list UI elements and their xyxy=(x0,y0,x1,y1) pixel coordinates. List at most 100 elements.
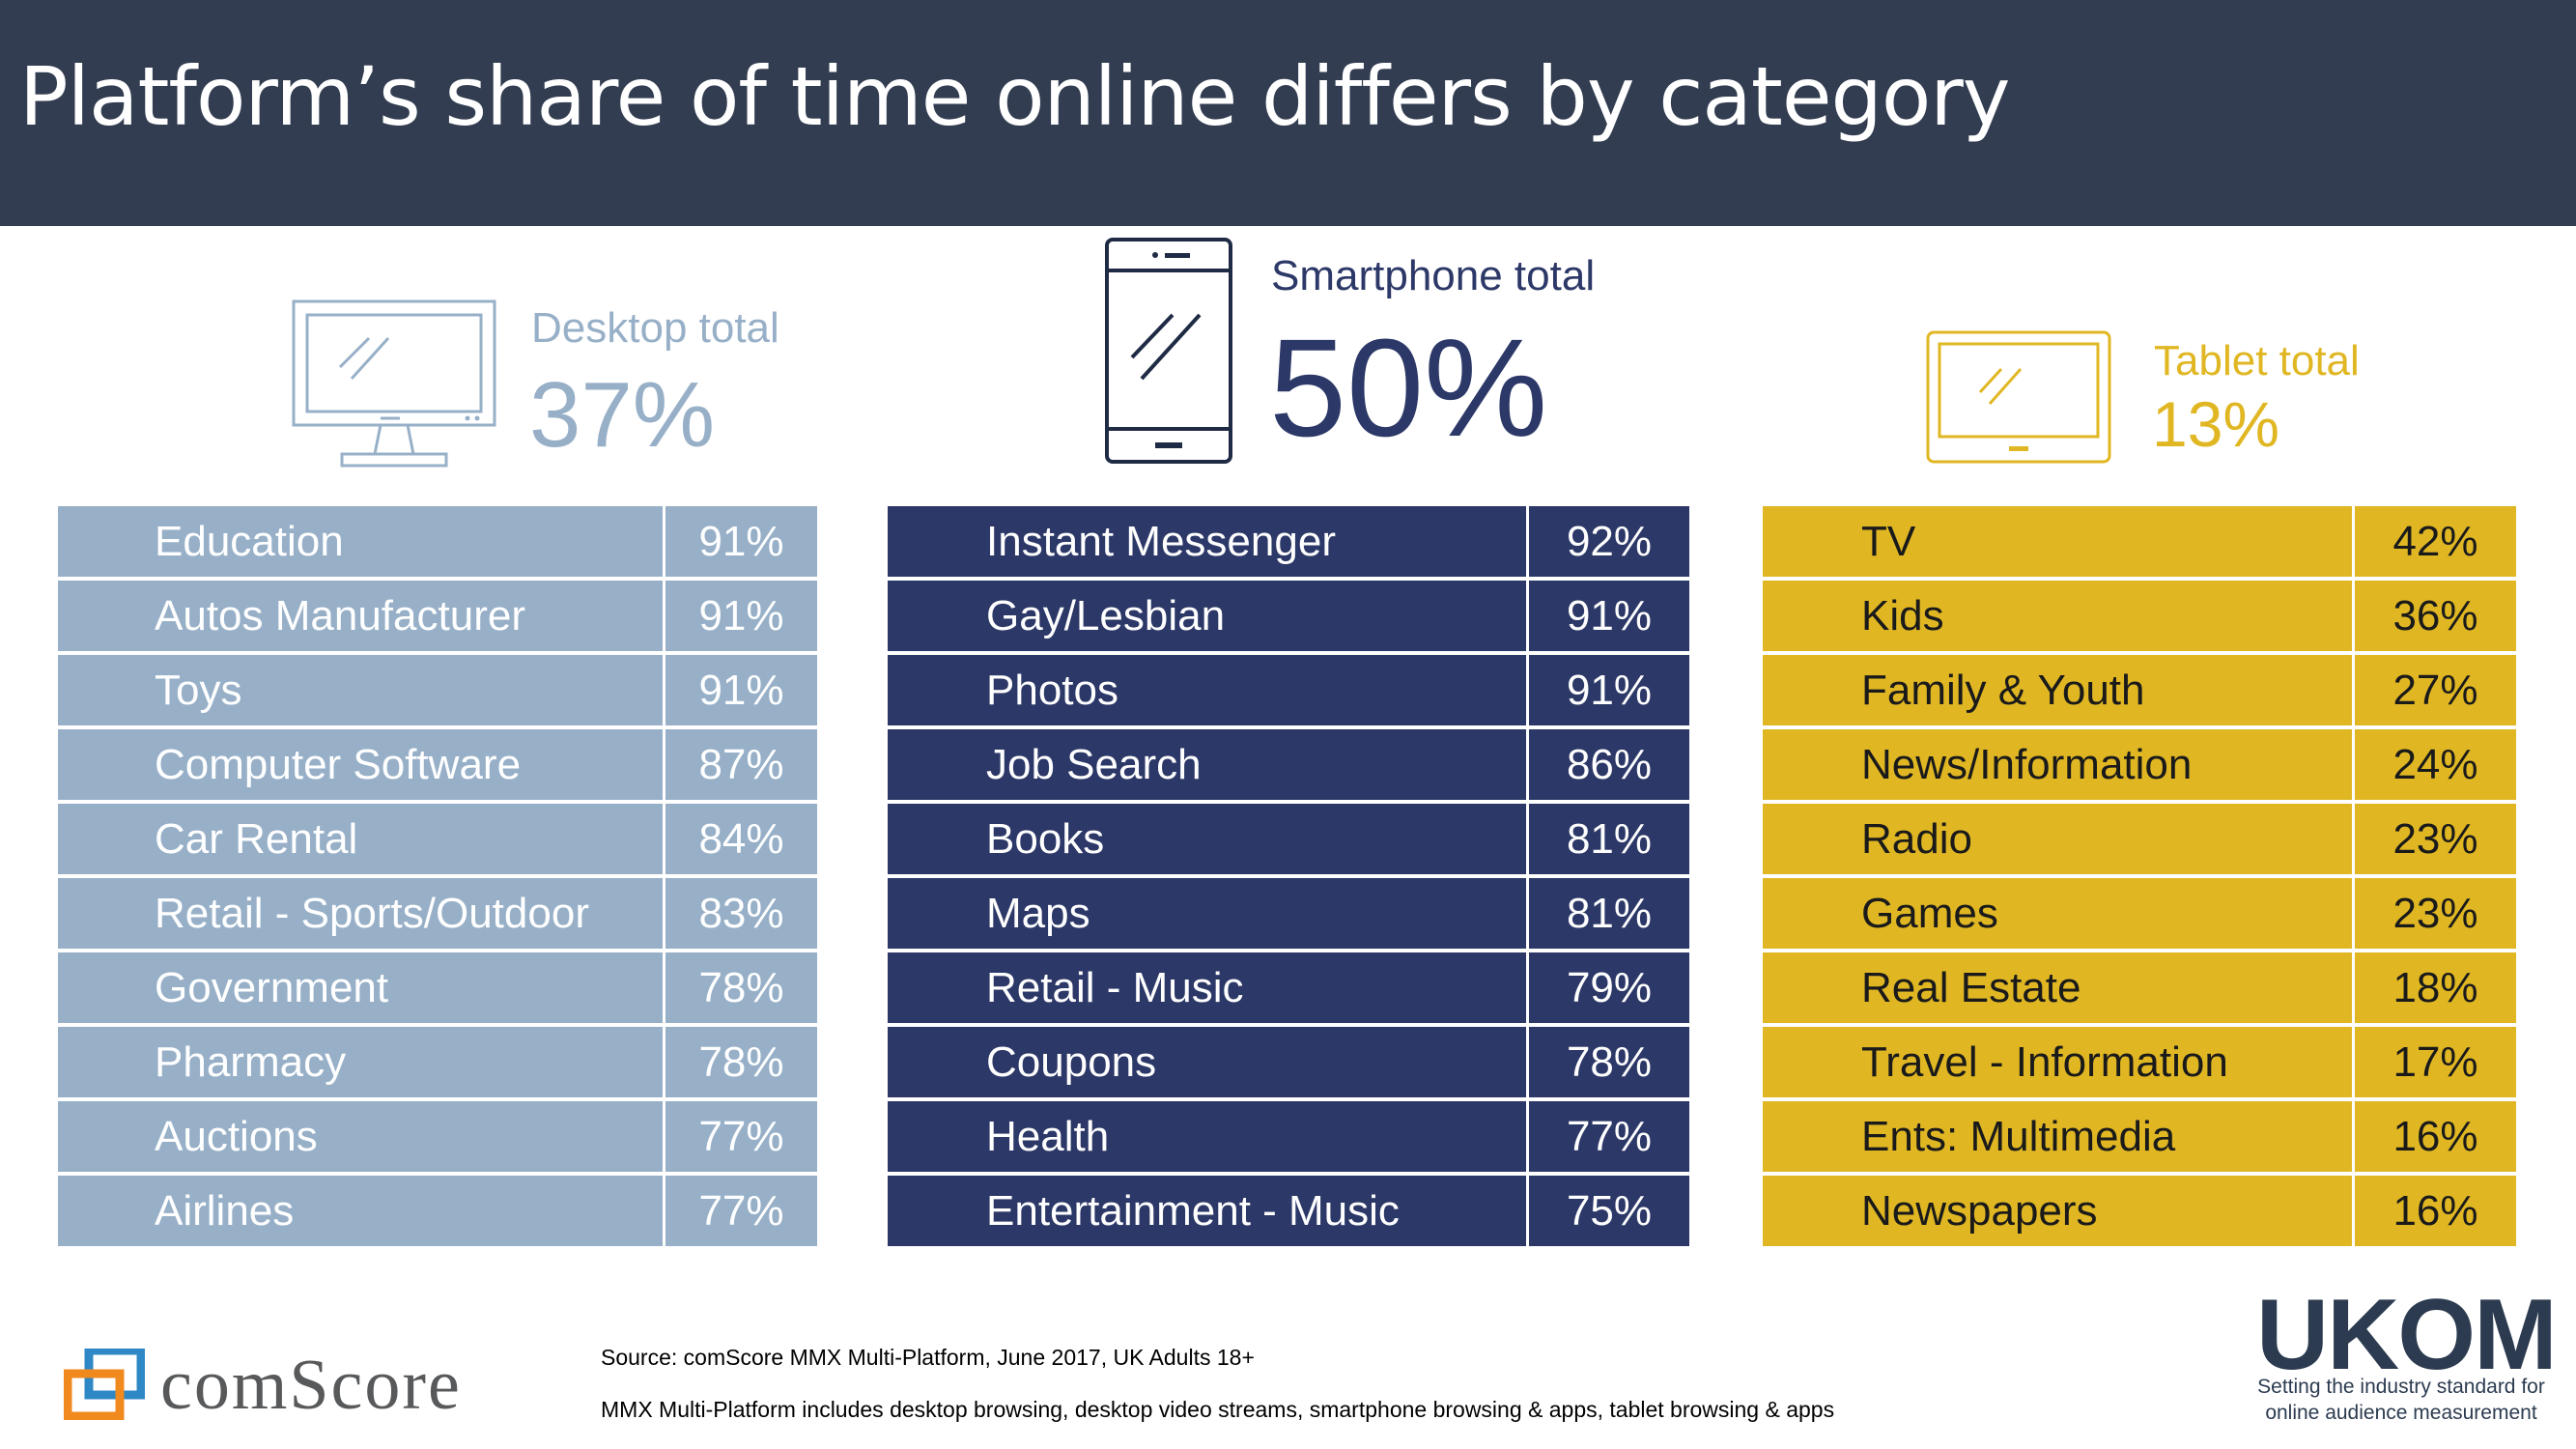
desktop-category-label: Education xyxy=(58,506,663,577)
header-bar: Platform’s share of time online differs … xyxy=(0,0,2576,226)
tablet-table-row: Games 23% xyxy=(1763,878,2516,949)
smartphone-table-row: Photos 91% xyxy=(888,655,1689,725)
tablet-category-share: 17% xyxy=(2355,1027,2516,1097)
desktop-table-row: Autos Manufacturer 91% xyxy=(58,581,817,651)
smartphone-category-share: 79% xyxy=(1529,952,1689,1023)
tablet-category-table: TV 42% Kids 36% Family & Youth 27% News/Inform… xyxy=(1763,506,2516,1246)
desktop-table-row: Education 91% xyxy=(58,506,817,577)
desktop-category-label: Pharmacy xyxy=(58,1027,663,1097)
tablet-category-share: 42% xyxy=(2355,506,2516,577)
smartphone-table-row: Coupons 78% xyxy=(888,1027,1689,1097)
desktop-category-table: Education 91% Autos Manufacturer 91% Toys 91%… xyxy=(58,506,817,1246)
tablet-category-label: Real Estate xyxy=(1763,952,2352,1023)
tablet-table-row: Family & Youth 27% xyxy=(1763,655,2516,725)
smartphone-category-label: Gay/Lesbian xyxy=(888,581,1526,651)
desktop-table-row: Pharmacy 78% xyxy=(58,1027,817,1097)
desktop-category-label: Toys xyxy=(58,655,663,725)
desktop-monitor-icon xyxy=(292,299,496,468)
tablet-table-row: Travel - Information 17% xyxy=(1763,1027,2516,1097)
ukom-logo-text: UKOM xyxy=(2256,1279,2558,1391)
desktop-category-label: Autos Manufacturer xyxy=(58,581,663,651)
page-title: Platform’s share of time online differs … xyxy=(19,49,2010,144)
smartphone-category-table: Instant Messenger 92% Gay/Lesbian 91% Photos… xyxy=(888,506,1689,1246)
desktop-category-share: 78% xyxy=(665,1027,817,1097)
smartphone-total-value: 50% xyxy=(1269,310,1548,466)
desktop-table-row: Retail - Sports/Outdoor 83% xyxy=(58,878,817,949)
desktop-table-row: Government 78% xyxy=(58,952,817,1023)
desktop-category-label: Government xyxy=(58,952,663,1023)
desktop-total-value: 37% xyxy=(529,363,716,467)
tablet-category-label: News/Information xyxy=(1763,729,2352,800)
tablet-table-row: TV 42% xyxy=(1763,506,2516,577)
smartphone-category-label: Coupons xyxy=(888,1027,1526,1097)
desktop-category-label: Retail - Sports/Outdoor xyxy=(58,878,663,949)
desktop-table-row: Toys 91% xyxy=(58,655,817,725)
comscore-logo-mark xyxy=(64,1349,145,1420)
tablet-category-label: Kids xyxy=(1763,581,2352,651)
tablet-category-share: 36% xyxy=(2355,581,2516,651)
smartphone-table-row: Gay/Lesbian 91% xyxy=(888,581,1689,651)
comscore-logo-text: comScore xyxy=(160,1346,462,1425)
smartphone-category-label: Instant Messenger xyxy=(888,506,1526,577)
tablet-total-label: Tablet total xyxy=(2154,337,2360,384)
smartphone-table-row: Retail - Music 79% xyxy=(888,952,1689,1023)
smartphone-category-share: 92% xyxy=(1529,506,1689,577)
desktop-category-share: 77% xyxy=(665,1176,817,1246)
tablet-category-label: Family & Youth xyxy=(1763,655,2352,725)
tablet-category-label: Travel - Information xyxy=(1763,1027,2352,1097)
tablet-category-share: 23% xyxy=(2355,878,2516,949)
desktop-category-share: 78% xyxy=(665,952,817,1023)
tablet-total-value: 13% xyxy=(2152,388,2280,460)
source-note: Source: comScore MMX Multi-Platform, Jun… xyxy=(601,1345,1255,1370)
desktop-category-label: Car Rental xyxy=(58,804,663,874)
smartphone-category-label: Entertainment - Music xyxy=(888,1176,1526,1246)
smartphone-table-row: Instant Messenger 92% xyxy=(888,506,1689,577)
tablet-table-row: Real Estate 18% xyxy=(1763,952,2516,1023)
smartphone-category-label: Job Search xyxy=(888,729,1526,800)
desktop-category-share: 84% xyxy=(665,804,817,874)
smartphone-category-share: 91% xyxy=(1529,581,1689,651)
smartphone-category-label: Books xyxy=(888,804,1526,874)
tablet-category-label: TV xyxy=(1763,506,2352,577)
desktop-total-label: Desktop total xyxy=(531,304,779,352)
ukom-tagline-2: online audience measurement xyxy=(2265,1402,2537,1424)
tablet-table-row: Radio 23% xyxy=(1763,804,2516,874)
tablet-icon xyxy=(1926,330,2111,464)
ukom-tagline-1: Setting the industry standard for xyxy=(2257,1376,2545,1398)
desktop-table-row: Auctions 77% xyxy=(58,1101,817,1172)
smartphone-category-label: Health xyxy=(888,1101,1526,1172)
desktop-table-row: Airlines 77% xyxy=(58,1176,817,1246)
desktop-category-share: 91% xyxy=(665,581,817,651)
desktop-table-row: Car Rental 84% xyxy=(58,804,817,874)
tablet-table-row: Kids 36% xyxy=(1763,581,2516,651)
smartphone-table-row: Health 77% xyxy=(888,1101,1689,1172)
smartphone-icon xyxy=(1105,238,1232,464)
tablet-category-share: 27% xyxy=(2355,655,2516,725)
tablet-table-row: Newspapers 16% xyxy=(1763,1176,2516,1246)
smartphone-total-label: Smartphone total xyxy=(1271,252,1596,299)
smartphone-category-share: 86% xyxy=(1529,729,1689,800)
tablet-category-share: 16% xyxy=(2355,1101,2516,1172)
smartphone-category-label: Maps xyxy=(888,878,1526,949)
tablet-category-share: 16% xyxy=(2355,1176,2516,1246)
smartphone-table-row: Books 81% xyxy=(888,804,1689,874)
tablet-category-share: 18% xyxy=(2355,952,2516,1023)
desktop-category-label: Auctions xyxy=(58,1101,663,1172)
desktop-category-share: 83% xyxy=(665,878,817,949)
smartphone-category-share: 91% xyxy=(1529,655,1689,725)
smartphone-category-share: 75% xyxy=(1529,1176,1689,1246)
tablet-category-label: Radio xyxy=(1763,804,2352,874)
smartphone-table-row: Job Search 86% xyxy=(888,729,1689,800)
desktop-category-share: 91% xyxy=(665,506,817,577)
smartphone-category-share: 81% xyxy=(1529,804,1689,874)
smartphone-category-share: 77% xyxy=(1529,1101,1689,1172)
desktop-category-share: 91% xyxy=(665,655,817,725)
desktop-table-row: Computer Software 87% xyxy=(58,729,817,800)
tablet-category-label: Ents: Multimedia xyxy=(1763,1101,2352,1172)
desktop-category-share: 87% xyxy=(665,729,817,800)
desktop-category-share: 77% xyxy=(665,1101,817,1172)
methodology-note: MMX Multi-Platform includes desktop brow… xyxy=(601,1397,1835,1422)
smartphone-category-label: Retail - Music xyxy=(888,952,1526,1023)
desktop-category-label: Computer Software xyxy=(58,729,663,800)
tablet-category-label: Games xyxy=(1763,878,2352,949)
